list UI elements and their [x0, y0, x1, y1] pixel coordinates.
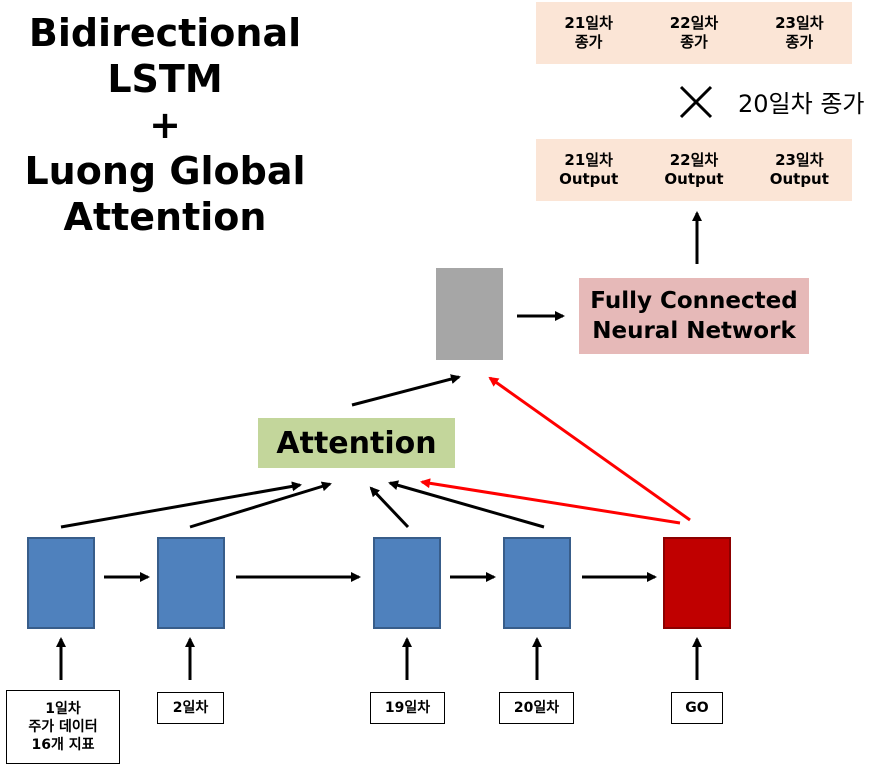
- closing-price-cell: 23일차 종가: [775, 14, 824, 51]
- title-line: Bidirectional: [28, 11, 302, 55]
- output-cell: 21일차 Output: [559, 151, 619, 188]
- lstm-cell-day19: [373, 537, 441, 629]
- fully-connected-box: Fully Connected Neural Network: [579, 278, 809, 354]
- input-label-day1: 1일차 주가 데이터 16개 지표: [6, 690, 120, 764]
- title-line: +: [149, 103, 181, 147]
- multiply-icon: [679, 85, 713, 119]
- arrow-decoder-to-context: [488, 376, 691, 522]
- output-row: 21일차 Output 22일차 Output 23일차 Output: [536, 139, 852, 201]
- lstm-cell-day2: [157, 537, 225, 629]
- title-line: Luong Global: [24, 149, 306, 193]
- closing-price-cell: 22일차 종가: [669, 14, 719, 51]
- multiply-label: 20일차 종가: [738, 90, 865, 118]
- arrow-enc19-to-attention: [369, 486, 410, 529]
- arrow-enc20-to-attention: [388, 480, 545, 529]
- arrow-enc2-to-attention: [189, 481, 332, 529]
- attention-box: Attention: [258, 418, 455, 468]
- closing-price-row: 21일차 종가 22일차 종가 23일차 종가: [536, 2, 852, 64]
- closing-price-cell: 21일차 종가: [564, 14, 613, 51]
- diagram-title: Bidirectional LSTM + Luong Global Attent…: [20, 10, 310, 240]
- decoder-cell-go: [663, 537, 731, 629]
- arrow-decoder-to-attention: [420, 478, 681, 525]
- input-label-day19: 19일차: [370, 692, 445, 724]
- title-line: Attention: [63, 195, 267, 239]
- input-label-day2: 2일차: [157, 692, 224, 724]
- arrow-enc1-to-attention: [60, 481, 302, 529]
- context-vector-box: [436, 268, 503, 360]
- lstm-cell-day1: [27, 537, 95, 629]
- output-cell: 22일차 Output: [664, 151, 724, 188]
- input-label-go: GO: [671, 692, 723, 724]
- arrow-attention-to-context: [351, 374, 461, 407]
- output-cell: 23일차 Output: [769, 151, 829, 188]
- lstm-cell-day20: [503, 537, 571, 629]
- title-line: LSTM: [107, 57, 223, 101]
- input-label-day20: 20일차: [499, 692, 574, 724]
